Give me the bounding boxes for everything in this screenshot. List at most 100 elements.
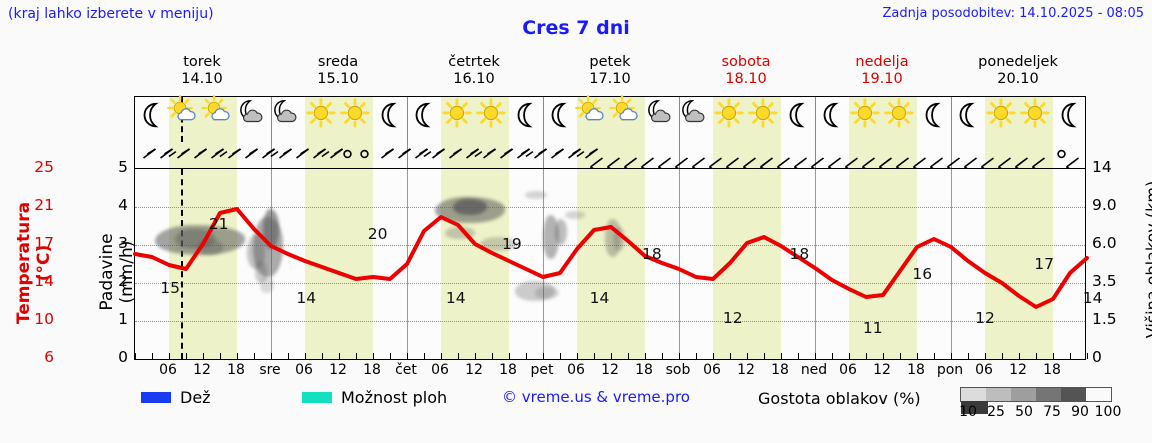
x-tick-mark [747, 353, 748, 359]
cloud-density-blob [525, 191, 547, 199]
day-separator [543, 97, 544, 168]
cloud-density-blob [565, 211, 585, 219]
moon-cloud-icon [273, 99, 303, 139]
x-tick-mark [1019, 353, 1020, 359]
day-header-sobota: sobota 18.10 [678, 54, 814, 88]
day-header-petek: petek 17.10 [542, 54, 678, 88]
precipitation-tick-label: 0 [118, 348, 128, 366]
cloud-density-blob [515, 281, 555, 301]
day-name: četrtek [448, 54, 500, 70]
x-tick-mark [1053, 353, 1054, 359]
wind-barb-row [135, 141, 1085, 176]
temperature-tick-label: 25 [34, 158, 54, 176]
legend-rain-label: Dež [180, 388, 211, 407]
x-tick-mark [1036, 353, 1037, 359]
x-tick-mark [186, 353, 187, 359]
x-tick-mark [390, 353, 391, 359]
cloud-density-blob [535, 287, 559, 299]
showers-color-swatch [302, 392, 332, 403]
x-tick-mark [407, 353, 408, 359]
day-date: 18.10 [725, 71, 767, 87]
x-tick-label: 06 [567, 362, 585, 378]
cloud-density-blob [480, 237, 516, 251]
cloud-ramp-tick: 75 [1043, 404, 1061, 420]
cloud-density-blob [247, 235, 265, 269]
gridline [135, 321, 1085, 322]
x-tick-mark [288, 353, 289, 359]
x-tick-label: 12 [601, 362, 619, 378]
x-tick-label: 18 [771, 362, 789, 378]
sun-cloud-icon [167, 95, 201, 139]
legend-credit[interactable]: © vreme.us & vreme.pro [502, 388, 690, 406]
x-tick-mark [730, 353, 731, 359]
x-tick-label: ned [800, 362, 828, 378]
gridline [135, 245, 1085, 246]
gridline [135, 207, 1085, 208]
temperature-point-label: 16 [912, 265, 933, 283]
weather-icon-panel [134, 95, 1086, 176]
temperature-tick-label: 6 [44, 348, 54, 366]
temperature-point-label: 18 [641, 245, 662, 263]
sun-icon [714, 98, 745, 139]
cloud-ramp-step [1061, 388, 1086, 401]
cloud-ramp-tick: 50 [1015, 404, 1033, 420]
cloudheight-tick-label: 9.0 [1092, 196, 1117, 214]
x-tick-mark [220, 353, 221, 359]
cloudheight-tick-label: 14 [1092, 158, 1112, 176]
legend-item-showers: Možnost ploh [302, 387, 447, 407]
sun-icon [306, 98, 337, 139]
day-separator [815, 169, 816, 359]
cloud-ramp-step [961, 388, 986, 401]
cloud-density-ticks: 10 25 50 75 90 100 [954, 404, 1126, 420]
sun-icon [442, 98, 473, 139]
moon-icon [409, 99, 439, 139]
moon-cloud-icon [681, 99, 711, 139]
x-tick-label: 12 [329, 362, 347, 378]
temperature-point-label: 14 [589, 289, 610, 307]
x-tick-label: pon [936, 362, 964, 378]
x-tick-label: 06 [295, 362, 313, 378]
sun-icon [476, 98, 507, 139]
x-tick-mark [271, 353, 272, 359]
x-tick-label: 12 [1009, 362, 1027, 378]
cloudheight-axis-title: Višina oblakov (km) [1142, 180, 1152, 339]
day-header-torek: torek 14.10 [134, 54, 270, 88]
sun-icon [340, 98, 371, 139]
location-menu-note: (kraj lahko izberete v meniju) [8, 6, 214, 22]
cloud-ramp-tick: 90 [1071, 404, 1089, 420]
moon-cloud-icon [647, 99, 677, 139]
daylight-band [169, 169, 237, 359]
daylight-band [577, 169, 645, 359]
cloud-ramp-tick: 100 [1094, 404, 1122, 420]
moon-icon [511, 99, 541, 139]
day-separator [271, 97, 272, 168]
cloud-ramp-step [986, 388, 1011, 401]
x-tick-mark [645, 353, 646, 359]
temperature-tick-label: 21 [34, 196, 54, 214]
x-tick-label: 12 [873, 362, 891, 378]
x-tick-mark [951, 353, 952, 359]
temperature-point-label: 11 [862, 319, 883, 337]
x-tick-label: 18 [363, 362, 381, 378]
x-tick-mark [662, 353, 663, 359]
moon-icon [953, 99, 983, 139]
precipitation-tick-label: 1 [118, 310, 128, 328]
sun-icon [986, 98, 1017, 139]
day-name: sreda [317, 54, 359, 70]
x-tick-label: sob [665, 362, 691, 378]
x-tick-label: 06 [431, 362, 449, 378]
gridline [135, 283, 1085, 284]
x-tick-mark [135, 353, 136, 359]
sun-cloud-icon [609, 95, 643, 139]
rain-color-swatch [141, 392, 171, 403]
x-tick-mark [577, 353, 578, 359]
x-tick-mark [237, 353, 238, 359]
temperature-point-label: 18 [789, 245, 810, 263]
x-tick-mark [985, 353, 986, 359]
moon-icon [783, 99, 813, 139]
temperature-point-label: 14 [296, 289, 317, 307]
x-tick-mark [475, 353, 476, 359]
x-tick-mark [934, 353, 935, 359]
x-tick-mark [781, 353, 782, 359]
day-header-četrtek: četrtek 16.10 [406, 54, 542, 88]
